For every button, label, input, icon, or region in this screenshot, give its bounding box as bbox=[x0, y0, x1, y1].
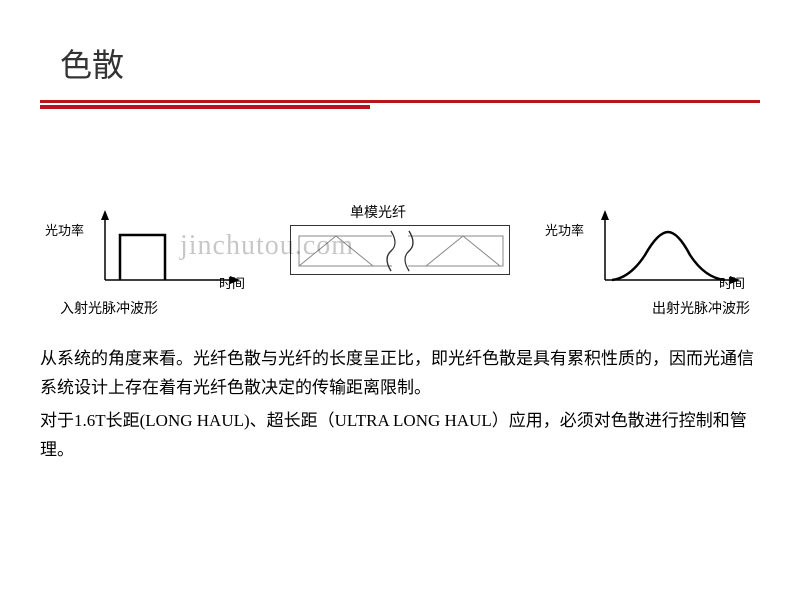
body-text: 从系统的角度来看。光纤色散与光纤的长度呈正比，即光纤色散是具有累积性质的，因而光… bbox=[40, 345, 760, 469]
dispersion-diagram: jinchutou.com 光功率 时间 入射光脉冲波形 单模光纤 bbox=[40, 170, 760, 330]
title-underline bbox=[40, 100, 760, 108]
fiber-svg bbox=[291, 226, 511, 276]
right-y-label: 光功率 bbox=[545, 220, 584, 239]
left-caption: 入射光脉冲波形 bbox=[60, 298, 158, 318]
left-y-label: 光功率 bbox=[45, 220, 84, 239]
slide-title: 色散 bbox=[0, 0, 800, 86]
input-pulse-chart: 光功率 时间 入射光脉冲波形 bbox=[50, 200, 250, 300]
fiber-label: 单模光纤 bbox=[350, 202, 406, 222]
fiber-box bbox=[290, 225, 510, 275]
output-pulse-chart: 光功率 时间 出射光脉冲波形 bbox=[550, 200, 750, 300]
paragraph-1: 从系统的角度来看。光纤色散与光纤的长度呈正比，即光纤色散是具有累积性质的，因而光… bbox=[40, 345, 760, 403]
left-x-label: 时间 bbox=[219, 273, 245, 292]
paragraph-2: 对于1.6T长距(LONG HAUL)、超长距（ULTRA LONG HAUL）… bbox=[40, 407, 760, 465]
right-x-label: 时间 bbox=[719, 273, 745, 292]
right-caption: 出射光脉冲波形 bbox=[652, 298, 750, 318]
